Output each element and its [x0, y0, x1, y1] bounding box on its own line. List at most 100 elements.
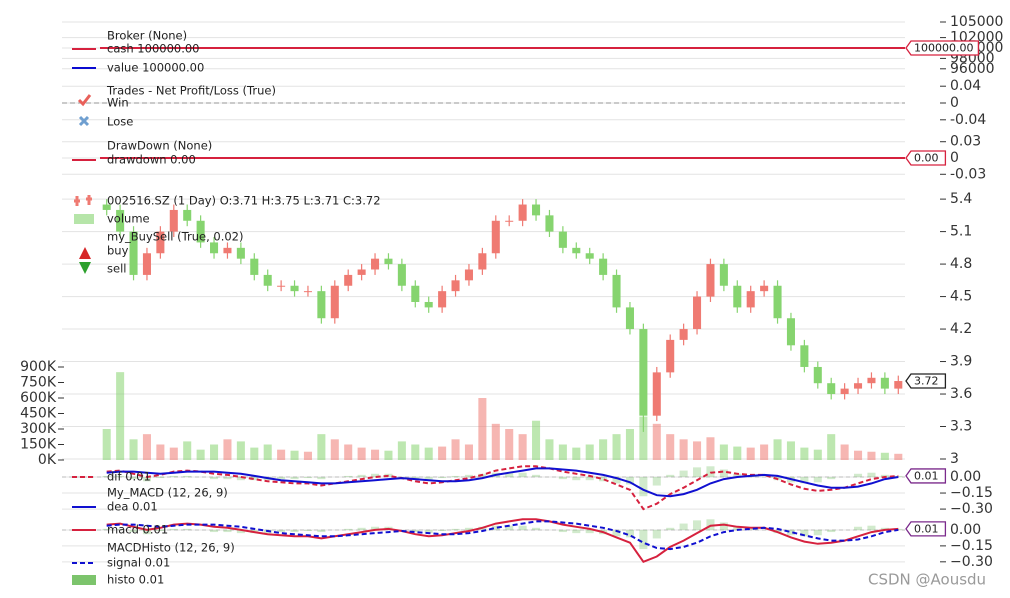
y-tick-label: 3.6 [950, 386, 972, 402]
volume-bar [880, 452, 889, 460]
series-line [106, 467, 899, 498]
histo-bar [518, 525, 527, 530]
volume-bar [867, 451, 876, 460]
y-tick-label: 0.00 [950, 522, 981, 538]
legend-text: histo 0.01 [107, 573, 164, 587]
histo-bar [505, 525, 514, 530]
value-label-box [905, 150, 947, 166]
histo-bar [813, 529, 822, 536]
histo-bar [666, 474, 675, 477]
v-tick-label: 600K [20, 390, 57, 406]
candle-body [371, 258, 380, 270]
histo-bar [371, 473, 380, 477]
candle-body [411, 285, 420, 302]
histo-bar [303, 476, 312, 479]
histo-bar [156, 529, 165, 531]
histo-bar [518, 472, 527, 477]
value-label: 0.01 [914, 469, 939, 482]
candle-body [652, 372, 661, 416]
histo-bar [679, 523, 688, 530]
histo-bar [250, 476, 259, 481]
histo-bar [371, 526, 380, 530]
candle-body [827, 383, 836, 395]
histo-bar [746, 528, 755, 530]
histo-bar [572, 476, 581, 481]
legend-text: value 100000.00 [107, 61, 204, 75]
volume-bar [116, 372, 125, 460]
volume-bar [451, 439, 460, 460]
histo-bar [625, 476, 634, 485]
histo-bar [277, 476, 286, 480]
histo-bar [880, 527, 889, 530]
series-line [106, 518, 899, 564]
histo-bar [464, 474, 473, 477]
candle-body [572, 247, 581, 254]
histo-bar [813, 476, 822, 483]
v-tick-label: 150K [20, 437, 57, 453]
volume-bar [894, 453, 903, 460]
legend-text: MACDHisto (12, 26, 9) [107, 541, 235, 555]
candle-body [478, 253, 487, 270]
histo-bar [854, 473, 863, 477]
volume-bar [800, 447, 809, 460]
volume-bar [236, 441, 245, 460]
candle-body [384, 258, 393, 265]
win-icon [77, 94, 92, 107]
candle-body [733, 285, 742, 308]
buy-icon [79, 247, 91, 259]
volume-bar [518, 434, 527, 460]
volume-bar [746, 447, 755, 460]
histo-bar [464, 527, 473, 530]
volume-bar [827, 434, 836, 460]
volume-bar [585, 444, 594, 460]
value-label-box [905, 468, 947, 484]
histo-bar [719, 522, 728, 530]
y-tick-label: 3 [950, 451, 959, 467]
volume-bar [424, 447, 433, 460]
y-tick-label: 5.1 [950, 224, 972, 240]
volume-bar [786, 441, 795, 460]
histo-bar [827, 476, 836, 480]
volume-bar [317, 434, 326, 460]
volume-bar [196, 449, 205, 460]
series-line [106, 520, 899, 551]
histo-bar [625, 529, 634, 538]
legend-text: sell [107, 262, 126, 276]
candle-body [532, 204, 541, 216]
histo-bar [867, 472, 876, 477]
y-tick-label: 0 [950, 95, 959, 111]
volume-bar [330, 439, 339, 460]
volume-bar [142, 434, 151, 460]
candle-body [786, 318, 795, 346]
candle-body [116, 209, 125, 232]
legend-text: dif 0.01 [107, 470, 151, 484]
histo-bar [693, 467, 702, 477]
histo-bar [317, 529, 326, 533]
candle-body [760, 285, 769, 292]
candle-icon [74, 195, 92, 206]
candle-body [263, 274, 272, 286]
volume-bar [156, 444, 165, 460]
histo-bar [558, 529, 567, 533]
y-tick-label: 0 [950, 150, 959, 166]
candle-body [236, 247, 245, 259]
volume-bar [411, 444, 420, 460]
volume-bar [558, 444, 567, 460]
histo-bar [142, 476, 151, 482]
histo-bar [438, 476, 447, 479]
volume-icon [74, 214, 94, 224]
histo-bar [236, 476, 245, 481]
y-tick-label: 0.03 [950, 134, 981, 150]
histo-bar [451, 528, 460, 530]
candle-body [599, 258, 608, 275]
candle-body [880, 377, 889, 389]
volume-bar [223, 439, 232, 460]
legend-text: Broker (None) [107, 29, 187, 43]
histo-icon [72, 575, 96, 585]
candle-body [344, 274, 353, 286]
histo-bar [639, 476, 648, 497]
histo-bar [585, 529, 594, 534]
v-tick-label: 900K [20, 359, 57, 375]
candle-body [505, 220, 514, 222]
